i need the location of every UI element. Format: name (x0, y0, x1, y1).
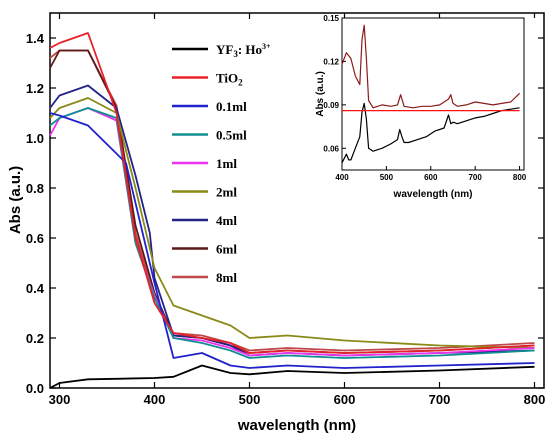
legend-label: 1ml (216, 156, 237, 171)
inset-series (341, 24, 521, 164)
inset-background (342, 18, 538, 178)
inset-x-tick-label: 600 (424, 173, 438, 182)
inset-chart: 400 500 600 700 800 0.06 0.09 0.12 0.15 waveleng… (315, 14, 538, 200)
inset-series-line-0 (341, 102, 520, 164)
x-tick-label: 500 (239, 392, 261, 407)
series-line-0-5ml (49, 107, 535, 359)
y-tick-label: 0.2 (26, 331, 44, 346)
y-tick-label: 1.4 (26, 31, 45, 46)
inset-x-tick-label: 800 (513, 173, 527, 182)
x-tick-label: 800 (524, 392, 546, 407)
x-tick-label: 700 (429, 392, 451, 407)
legend-label: TiO2 (216, 71, 243, 88)
inset-y-tick-label: 0.06 (323, 144, 339, 153)
y-axis-title: Abs (a.u.) (7, 166, 24, 234)
inset-x-axis-title: wavelength (nm) (393, 189, 473, 200)
x-axis-title: wavelength (nm) (237, 417, 356, 434)
inset-series-line-1 (341, 24, 521, 109)
series-line-yf3-ho3- (49, 364, 535, 389)
main-plot-frame (49, 12, 545, 389)
legend-label: 8ml (216, 270, 237, 285)
inset-plot-frame (341, 17, 525, 171)
inset-x-tick-label: 700 (468, 173, 482, 182)
inset-y-tick-label: 0.15 (323, 14, 339, 23)
inset-x-tick-label: 400 (335, 173, 349, 182)
series-line-tio2 (49, 32, 535, 354)
series-line-0-1ml (49, 112, 535, 369)
inset-y-tick-label: 0.09 (323, 101, 339, 110)
legend-label: 0.5ml (216, 128, 247, 143)
x-tick-label: 600 (334, 392, 356, 407)
legend: YF3: Ho3+ TiO2 0.1ml 0.5ml 1ml 2ml 4ml 6ml 8ml (172, 42, 271, 285)
inset-x-tick-label: 500 (380, 173, 394, 182)
legend-label: 4ml (216, 213, 237, 228)
legend-label: 0.1ml (216, 99, 247, 114)
y-tick-label: 0.0 (26, 381, 44, 396)
legend-label: 2ml (216, 185, 237, 200)
inset-y-tick-label: 0.12 (323, 57, 339, 66)
inset-y-axis-title: Abs (a.u.) (315, 71, 326, 117)
main-series (49, 32, 535, 389)
y-tick-label: 0.6 (26, 231, 44, 246)
main-ticks: 300 400 500 600 700 800 0.0 0.2 0.4 0.6 0.8 1.0 1.2 1… (26, 13, 545, 407)
y-tick-label: 0.4 (26, 281, 45, 296)
y-tick-label: 0.8 (26, 181, 44, 196)
y-tick-label: 1.0 (26, 131, 44, 146)
inset-ticks: 400 500 600 700 800 0.06 0.09 0.12 0.15 (323, 14, 526, 182)
legend-label: 6ml (216, 242, 237, 257)
legend-label: YF3: Ho3+ (216, 42, 271, 59)
x-tick-label: 300 (49, 392, 71, 407)
y-tick-label: 1.2 (26, 81, 44, 96)
series-line-2ml (49, 97, 535, 349)
x-tick-label: 400 (144, 392, 166, 407)
